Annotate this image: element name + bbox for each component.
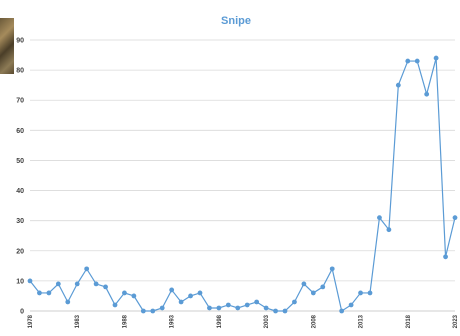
- data-point: [188, 293, 193, 299]
- gridlines: [30, 39, 455, 312]
- data-point: [405, 58, 411, 64]
- x-tick-label: 2008: [311, 314, 317, 328]
- data-point: [263, 305, 269, 311]
- data-point: [159, 305, 165, 311]
- y-tick-label: 50: [16, 158, 24, 165]
- x-axis-ticks: 1978 1983 1988 1993 1998 2003 2008 2013 2018 2023: [28, 314, 459, 328]
- data-point: [178, 299, 184, 305]
- data-point: [386, 227, 392, 233]
- data-point: [348, 302, 354, 308]
- data-point: [235, 305, 241, 311]
- x-tick-label: 1998: [217, 314, 223, 328]
- data-point: [27, 278, 33, 284]
- data-point: [254, 299, 260, 305]
- data-point: [395, 82, 401, 88]
- data-point: [433, 55, 439, 61]
- x-tick-label: 1978: [28, 314, 34, 328]
- data-point: [169, 287, 175, 293]
- data-point: [55, 281, 61, 287]
- data-point: [358, 290, 363, 296]
- data-point: [320, 284, 326, 290]
- y-axis-ticks: 0 10 20 30 40 50 60 70 80 90: [16, 38, 24, 316]
- chart-title: Snipe: [221, 15, 251, 27]
- y-tick-label: 80: [16, 68, 24, 75]
- data-point: [140, 308, 146, 314]
- data-point: [273, 308, 278, 314]
- y-tick-label: 20: [16, 248, 24, 255]
- y-tick-label: 0: [20, 309, 24, 316]
- data-point: [225, 302, 231, 308]
- y-tick-label: 40: [16, 188, 24, 195]
- data-point: [414, 58, 420, 64]
- x-tick-label: 2018: [406, 314, 412, 328]
- series-group: [27, 55, 458, 314]
- y-tick-label: 30: [16, 218, 24, 225]
- x-tick-label: 2013: [359, 314, 365, 328]
- data-point: [329, 266, 335, 272]
- y-tick-label: 10: [16, 278, 24, 285]
- data-point: [443, 254, 448, 260]
- data-point: [282, 308, 288, 314]
- data-point: [292, 299, 297, 305]
- data-point: [84, 266, 90, 272]
- data-point: [74, 281, 80, 287]
- y-tick-label: 90: [16, 38, 24, 45]
- data-point: [207, 305, 212, 311]
- data-point: [197, 290, 203, 296]
- data-point: [112, 302, 118, 308]
- data-point: [310, 290, 316, 296]
- data-point: [37, 290, 42, 296]
- data-point: [339, 308, 345, 314]
- y-tick-label: 70: [16, 98, 24, 105]
- data-point: [103, 284, 108, 290]
- data-point: [424, 91, 430, 97]
- data-point: [131, 293, 137, 299]
- y-tick-label: 60: [16, 128, 24, 135]
- data-point: [46, 290, 52, 296]
- data-point: [367, 290, 373, 296]
- x-tick-label: 1988: [122, 314, 128, 328]
- x-tick-label: 2023: [453, 314, 459, 328]
- x-tick-label: 1993: [170, 314, 176, 328]
- data-point: [65, 299, 71, 305]
- data-point: [452, 215, 458, 221]
- x-tick-label: 1983: [75, 314, 81, 328]
- x-tick-label: 2003: [264, 314, 270, 328]
- data-point: [301, 281, 307, 287]
- data-point: [122, 290, 127, 296]
- data-point: [216, 305, 222, 311]
- data-point: [93, 281, 99, 287]
- data-point: [150, 308, 156, 314]
- data-point: [377, 215, 382, 221]
- series-line: [29, 57, 456, 312]
- data-point: [244, 302, 250, 308]
- photo-thumbnail: [0, 18, 14, 74]
